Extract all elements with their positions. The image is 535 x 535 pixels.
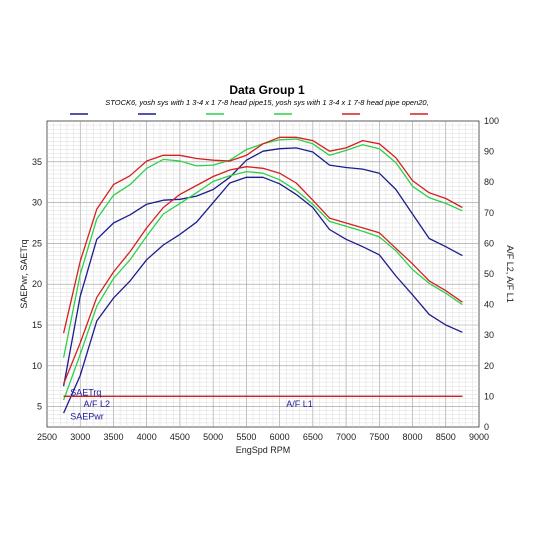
x-tick-label: 2500	[37, 432, 57, 442]
y-right-tick-label: 30	[484, 330, 494, 340]
y-right-axis-ticks: 0 10 20 30 40 50 60 70 80 90 100	[484, 116, 499, 432]
chart-title: Data Group 1	[229, 83, 305, 97]
y-left-axis-ticks: 5 10 15 20 25 30 35	[32, 157, 42, 412]
chart-subtitle: STOCK6, yosh sys with 1 3-4 x 1 7-8 head…	[105, 98, 428, 107]
series-line-5	[62, 166, 463, 385]
annotation-label: SAETrq	[70, 388, 101, 398]
x-axis-ticks: 2500 3000 3500 4000 4500 5000 5500 6000 6500 7000…	[37, 432, 489, 442]
x-axis-label: EngSpd RPM	[236, 445, 291, 455]
series-line-0	[62, 147, 463, 387]
series-lines	[62, 136, 463, 414]
x-tick-label: 6500	[303, 432, 323, 442]
annotations: SAETrq SAEPwr A/F L2 A/F L1	[70, 388, 313, 422]
y-left-tick-label: 5	[37, 402, 42, 412]
series-line-3	[63, 176, 463, 414]
series-line-2	[62, 136, 463, 334]
y-left-tick-label: 25	[32, 238, 42, 248]
annotation-label: A/F L2	[84, 399, 111, 409]
y-left-tick-label: 20	[32, 279, 42, 289]
y-right-tick-label: 70	[484, 208, 494, 218]
y-right-tick-label: 20	[484, 361, 494, 371]
y-left-axis-label: SAEPwr, SAETrq	[19, 239, 29, 308]
y-left-tick-label: 35	[32, 157, 42, 167]
y-right-axis-label: A/F L2, A/F L1	[505, 245, 515, 303]
x-tick-label: 3500	[103, 432, 123, 442]
y-right-tick-label: 100	[484, 116, 499, 126]
x-tick-label: 5500	[236, 432, 256, 442]
x-tick-label: 8000	[403, 432, 423, 442]
series-line-4	[62, 170, 463, 401]
x-tick-label: 4500	[170, 432, 190, 442]
x-tick-label: 7500	[369, 432, 389, 442]
y-left-tick-label: 10	[32, 361, 42, 371]
y-right-tick-label: 0	[484, 422, 489, 432]
y-left-tick-label: 30	[32, 198, 42, 208]
y-right-tick-label: 80	[484, 177, 494, 187]
y-right-tick-label: 60	[484, 238, 494, 248]
y-left-tick-label: 15	[32, 320, 42, 330]
x-tick-label: 4000	[137, 432, 157, 442]
x-tick-label: 8500	[436, 432, 456, 442]
x-tick-label: 5000	[203, 432, 223, 442]
y-right-tick-label: 90	[484, 147, 494, 157]
x-tick-label: 9000	[469, 432, 489, 442]
annotation-label: SAEPwr	[70, 411, 104, 421]
annotation-label: A/F L1	[286, 399, 313, 409]
y-right-tick-label: 50	[484, 269, 494, 279]
grid	[47, 121, 479, 427]
y-right-tick-label: 10	[484, 391, 494, 401]
y-right-tick-label: 40	[484, 300, 494, 310]
x-tick-label: 7000	[336, 432, 356, 442]
x-tick-label: 6000	[270, 432, 290, 442]
x-tick-label: 3000	[70, 432, 90, 442]
